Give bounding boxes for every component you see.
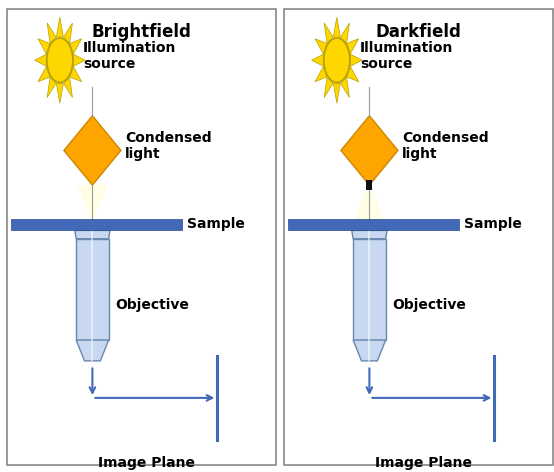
Circle shape (47, 38, 73, 83)
Bar (76, 239, 109, 340)
Polygon shape (34, 54, 47, 66)
Text: Objective: Objective (392, 298, 466, 312)
Polygon shape (341, 116, 398, 185)
Polygon shape (64, 77, 73, 98)
Polygon shape (47, 23, 56, 43)
Text: Image Plane: Image Plane (375, 456, 472, 470)
Text: Illumination
source: Illumination source (83, 41, 176, 71)
Polygon shape (47, 77, 56, 98)
Polygon shape (315, 67, 327, 82)
Polygon shape (334, 84, 340, 103)
Bar (288, 219, 459, 229)
Polygon shape (341, 23, 350, 43)
Text: Image Plane: Image Plane (98, 456, 195, 470)
Circle shape (324, 38, 350, 83)
Polygon shape (74, 54, 85, 66)
Polygon shape (352, 230, 387, 239)
Polygon shape (355, 190, 369, 221)
Polygon shape (355, 230, 368, 349)
Bar (366, 180, 372, 190)
Polygon shape (311, 54, 324, 66)
Polygon shape (347, 67, 358, 82)
Polygon shape (341, 77, 350, 98)
Text: Sample: Sample (464, 218, 522, 231)
Polygon shape (370, 190, 384, 221)
Polygon shape (38, 67, 50, 82)
Polygon shape (57, 84, 63, 103)
Text: Sample: Sample (187, 218, 245, 231)
Text: Condensed
light: Condensed light (402, 131, 489, 161)
Polygon shape (76, 340, 109, 361)
Polygon shape (64, 23, 73, 43)
Polygon shape (64, 116, 121, 185)
Polygon shape (70, 39, 81, 54)
Polygon shape (57, 17, 63, 37)
Bar (11, 219, 182, 229)
Text: Illumination
source: Illumination source (360, 41, 453, 71)
Text: Darkfield: Darkfield (375, 23, 461, 41)
Polygon shape (370, 230, 384, 349)
Polygon shape (334, 17, 340, 37)
Bar (353, 239, 386, 340)
Polygon shape (70, 67, 81, 82)
Polygon shape (78, 185, 107, 221)
Text: Condensed
light: Condensed light (125, 131, 212, 161)
Polygon shape (351, 54, 362, 66)
Polygon shape (324, 23, 333, 43)
Polygon shape (38, 39, 50, 54)
Polygon shape (353, 340, 386, 361)
Polygon shape (347, 39, 358, 54)
Polygon shape (78, 230, 107, 349)
Polygon shape (324, 77, 333, 98)
Text: Objective: Objective (115, 298, 189, 312)
Text: Brightfield: Brightfield (91, 23, 191, 41)
Polygon shape (315, 39, 327, 54)
Polygon shape (75, 230, 110, 239)
